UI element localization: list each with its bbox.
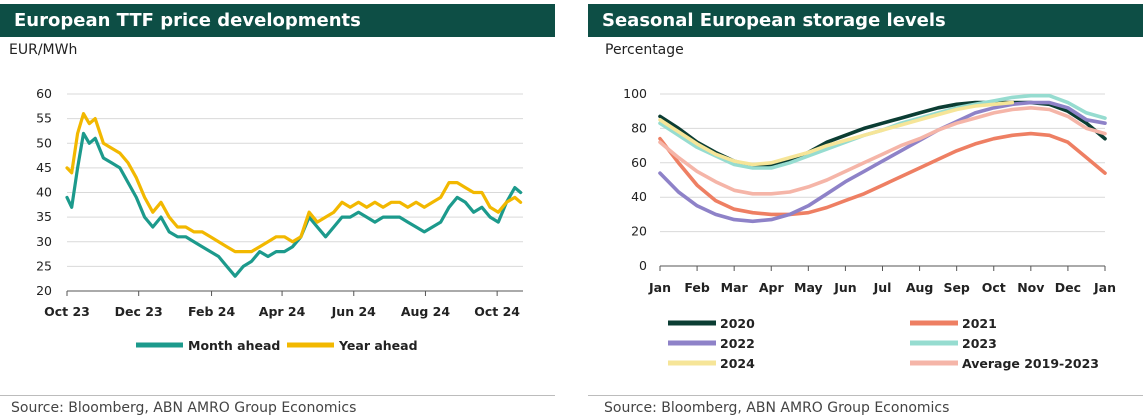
- legend-label-average-2019-2023: Average 2019-2023: [962, 356, 1099, 371]
- x-tick-label: Feb 24: [188, 304, 236, 319]
- series-line-2022: [658, 100, 1107, 224]
- x-tick-label: Oct 23: [44, 304, 90, 319]
- y-tick-label: 100: [623, 86, 647, 101]
- ttf-price-chart: 20 25 30 35 40 45 50 55 60 Oct 23 Dec 23 Feb 24 Apr …: [36, 86, 523, 353]
- ttf-y-unit: EUR/MWh: [9, 42, 78, 58]
- storage-source: Source: Bloomberg, ABN AMRO Group Econom…: [604, 400, 950, 416]
- x-tick-label: Sep: [943, 280, 969, 295]
- x-tick-label: Jun: [833, 280, 856, 295]
- legend-label-year-ahead: Year ahead: [338, 338, 418, 353]
- series-line-average-2019-2023: [658, 106, 1107, 196]
- y-tick-label: 45: [36, 160, 52, 175]
- y-tick-label: 30: [36, 234, 52, 249]
- storage-panel: Seasonal European storage levels Percent…: [588, 0, 1143, 420]
- ttf-price-panel: European TTF price developments EUR/MWh …: [0, 0, 555, 420]
- legend-label-2022: 2022: [720, 336, 755, 351]
- y-tick-label: 80: [631, 120, 647, 135]
- x-tick-label: Jan: [648, 280, 671, 295]
- legend-label-2020: 2020: [720, 316, 755, 331]
- x-tick-label: Aug: [906, 280, 934, 295]
- y-tick-label: 50: [36, 135, 52, 150]
- x-tick-label: Dec: [1055, 280, 1081, 295]
- x-tick-label: May: [794, 280, 823, 295]
- ttf-source: Source: Bloomberg, ABN AMRO Group Econom…: [11, 400, 357, 416]
- legend-label-2021: 2021: [962, 316, 997, 331]
- y-tick-label: 60: [36, 86, 52, 101]
- y-tick-label: 25: [36, 258, 52, 273]
- x-tick-label: Jun 24: [331, 304, 376, 319]
- legend-label-month-ahead: Month ahead: [188, 338, 280, 353]
- x-tick-label: Oct 24: [474, 304, 520, 319]
- y-tick-label: 35: [36, 209, 52, 224]
- x-tick-label: Jul: [873, 280, 892, 295]
- y-tick-label: 40: [631, 189, 647, 204]
- source-divider: [0, 395, 555, 396]
- x-tick-label: Jan: [1093, 280, 1116, 295]
- x-tick-label: Nov: [1017, 280, 1044, 295]
- y-tick-label: 55: [36, 111, 52, 126]
- x-tick-label: Aug 24: [401, 304, 451, 319]
- y-tick-label: 60: [631, 155, 647, 170]
- x-tick-label: Oct: [982, 280, 1006, 295]
- series-line-year-ahead: [65, 112, 523, 254]
- y-tick-label: 20: [36, 283, 52, 298]
- x-tick-label: Apr: [759, 280, 785, 295]
- storage-chart-title: Seasonal European storage levels: [588, 4, 1143, 37]
- x-tick-label: Apr 24: [259, 304, 306, 319]
- legend-label-2023: 2023: [962, 336, 997, 351]
- series-line-2021: [658, 131, 1107, 217]
- x-tick-label: Mar: [721, 280, 749, 295]
- y-tick-label: 40: [36, 185, 52, 200]
- series-line-month-ahead: [65, 131, 523, 278]
- source-divider: [588, 395, 1143, 396]
- y-tick-label: 0: [639, 258, 647, 273]
- legend-label-2024: 2024: [720, 356, 755, 371]
- x-tick-label: Feb: [684, 280, 710, 295]
- y-tick-label: 20: [631, 224, 647, 239]
- x-tick-label: Dec 23: [115, 304, 163, 319]
- storage-y-unit: Percentage: [605, 42, 684, 58]
- ttf-chart-title: European TTF price developments: [0, 4, 555, 37]
- storage-levels-chart: 0 20 40 60 80 100 Jan Feb Mar Apr May Jun Jul Aug Sep O…: [623, 86, 1116, 371]
- series-line-2024: [658, 100, 1015, 167]
